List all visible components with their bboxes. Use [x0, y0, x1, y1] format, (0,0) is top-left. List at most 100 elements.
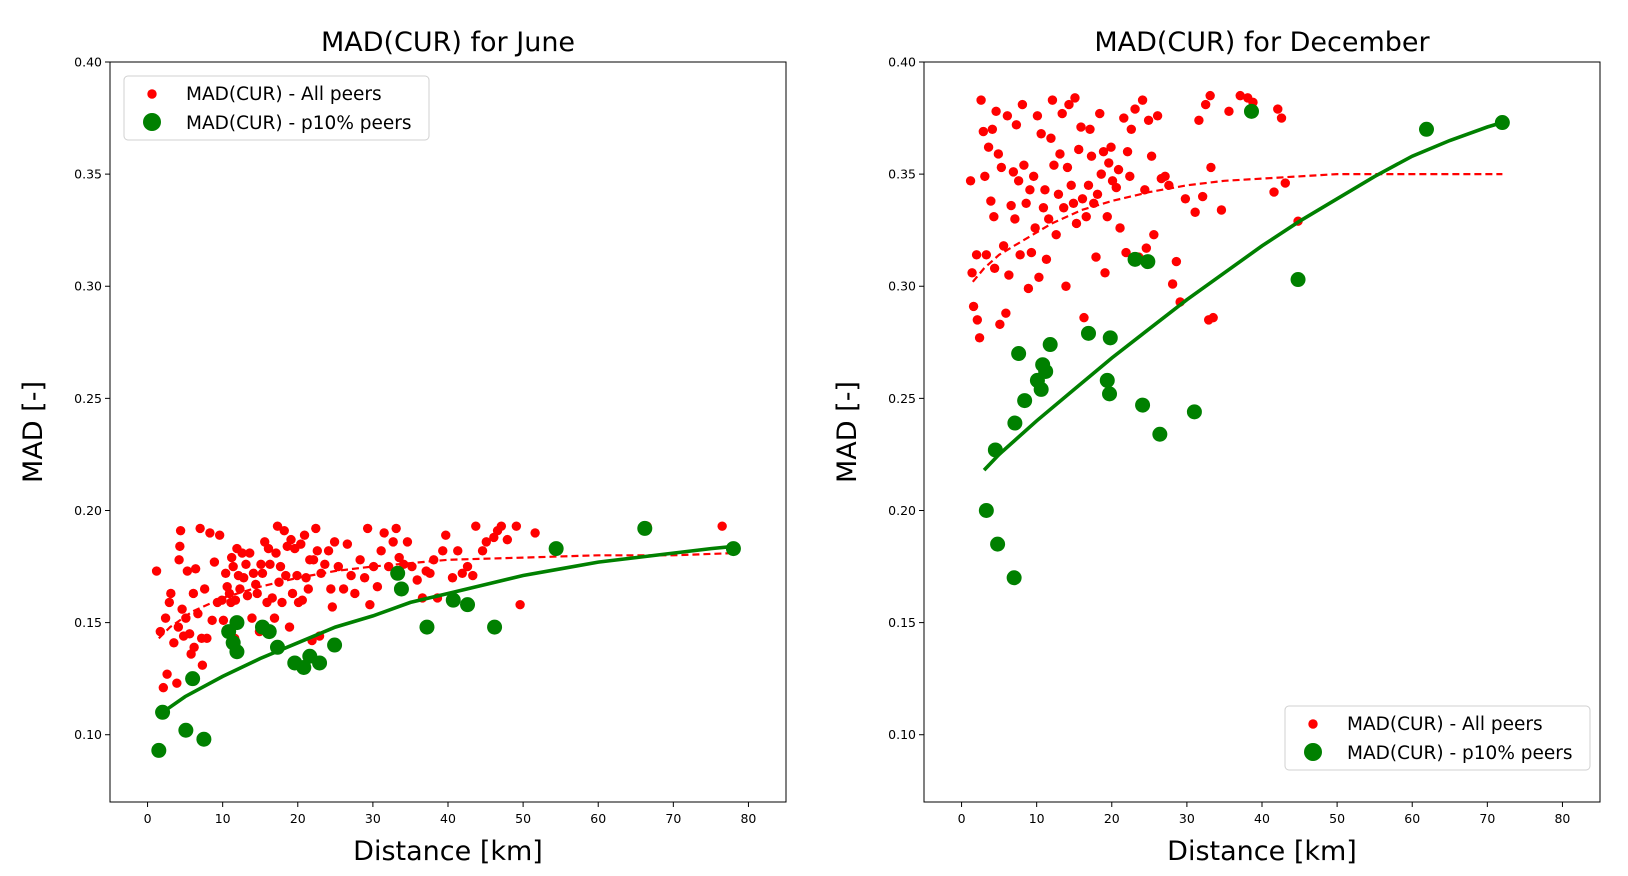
all-peer-point [312, 546, 323, 556]
y-tick-label: 0.20 [888, 503, 916, 518]
all-peer-point [496, 521, 507, 531]
p10-peer-point [229, 615, 245, 631]
all-peer-point [1051, 229, 1061, 240]
all-peer-point [1053, 189, 1064, 200]
all-peer-point [530, 528, 540, 538]
p10-peer-point [196, 731, 212, 747]
all-peer-point [326, 584, 336, 594]
all-peer-point [182, 566, 193, 576]
all-peer-point [1010, 214, 1020, 224]
y-axis-label: MAD [-] [832, 381, 863, 483]
y-tick-label: 0.15 [74, 615, 102, 630]
y-tick-label: 0.40 [888, 55, 916, 70]
all-peer-point [1208, 312, 1218, 323]
all-peer-point [238, 573, 249, 583]
x-tick-label: 70 [1479, 811, 1495, 826]
all-peer-point [1071, 218, 1082, 229]
legend-box [123, 75, 430, 141]
all-peer-point [175, 541, 185, 552]
all-peer-point [1064, 99, 1074, 110]
y-tick-label: 0.25 [888, 391, 916, 406]
p10-peer-point [261, 624, 277, 640]
all-peer-point [1205, 90, 1215, 101]
x-tick-label: 80 [1554, 811, 1570, 826]
all-peer-point [971, 250, 982, 260]
all-peer-point [1070, 93, 1080, 103]
all-peer-point [1001, 308, 1011, 318]
all-peers-series [151, 521, 727, 693]
all-peer-point [287, 588, 298, 599]
all-peer-point [226, 552, 237, 563]
all-peer-point [1149, 229, 1159, 240]
p10-peers-trend-line [161, 544, 734, 714]
p10-peer-point [1135, 397, 1151, 413]
all-peer-point [462, 561, 473, 572]
all-peer-point [981, 250, 992, 260]
all-peer-point [1126, 124, 1137, 134]
legend: MAD(CUR) - All peers MAD(CUR) - p10% peer… [123, 75, 430, 141]
p10-peer-point [725, 541, 741, 557]
all-peer-point [1098, 146, 1109, 157]
all-peer-point [1111, 182, 1121, 193]
all-peer-point [515, 599, 525, 610]
legend-marker-p10-peers [1304, 743, 1322, 761]
all-peer-point [1085, 124, 1095, 134]
all-peer-point [275, 561, 286, 572]
all-peer-point [1121, 247, 1131, 258]
all-peer-point [1023, 283, 1034, 294]
x-tick-label: 50 [1329, 811, 1345, 826]
legend-marker-p10-peers [143, 113, 161, 131]
all-peer-point [468, 570, 478, 581]
p10-peer-point [445, 592, 461, 608]
legend-label-p10-peers: MAD(CUR) - p10% peers [186, 113, 412, 134]
all-peer-point [1079, 312, 1089, 323]
y-tick-label: 0.35 [74, 167, 102, 182]
all-peer-point [1043, 214, 1054, 224]
p10-peers-series [151, 520, 741, 758]
chart-panel-1: MAD(CUR) for June 0 10 20 30 40 50 60 70 80 0.10 0.… [18, 27, 787, 867]
all-peer-point [308, 555, 319, 565]
all-peer-point [311, 523, 321, 534]
all-peer-point [368, 561, 379, 572]
p10-peer-point [1186, 404, 1202, 420]
p10-peer-point [1243, 103, 1259, 119]
p10-peer-point [1290, 272, 1306, 288]
y-tick-label: 0.30 [888, 279, 916, 294]
all-peer-point [269, 613, 280, 623]
all-peer-point [284, 622, 295, 632]
all-peer-point [1200, 99, 1211, 110]
all-peer-point [967, 268, 977, 278]
all-peer-point [1269, 187, 1279, 197]
all-peer-point [1046, 133, 1056, 143]
p10-peer-point [327, 637, 343, 653]
all-peer-point [991, 106, 1001, 117]
x-tick-label: 0 [958, 811, 966, 826]
all-peer-point [189, 642, 199, 652]
all-peer-point [1194, 115, 1204, 126]
p10-peer-point [990, 536, 1006, 552]
all-peer-point [207, 615, 217, 626]
all-peer-point [1167, 279, 1178, 289]
all-peer-point [174, 555, 184, 565]
all-peer-point [1096, 169, 1106, 179]
all-peers-series [965, 90, 1303, 343]
all-peer-point [1171, 256, 1182, 267]
all-peer-point [1074, 144, 1084, 155]
all-peer-point [453, 546, 463, 556]
all-peer-point [968, 301, 979, 312]
all-peer-point [1006, 200, 1016, 211]
p10-peer-point [1152, 426, 1168, 442]
all-peer-point [327, 602, 338, 612]
all-peer-point [1104, 158, 1114, 168]
all-peer-point [471, 521, 481, 531]
all-peer-point [281, 570, 291, 581]
all-peer-point [286, 534, 296, 545]
all-peer-point [1152, 111, 1163, 121]
all-peer-point [169, 638, 179, 648]
plot-content [151, 520, 741, 758]
all-peer-point [1146, 151, 1157, 161]
all-peer-point [376, 546, 386, 556]
all-peer-point [481, 537, 492, 547]
y-tick-label: 0.25 [74, 391, 102, 406]
all-peer-point [1119, 113, 1129, 123]
